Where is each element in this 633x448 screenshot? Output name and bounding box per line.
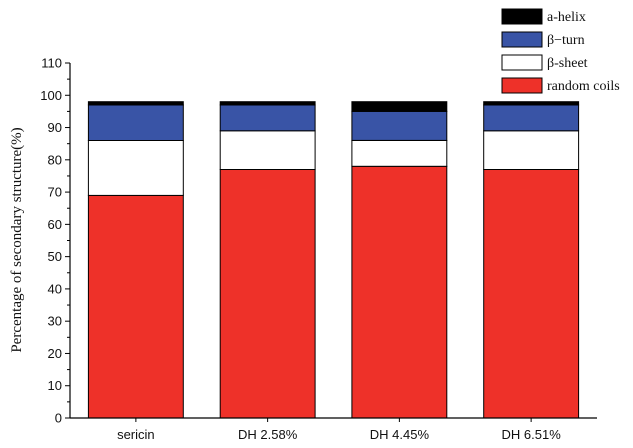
bar-random-coils-1 bbox=[87, 194, 184, 419]
legend-swatch-a-helix bbox=[501, 8, 543, 25]
y-tick-label: 90 bbox=[48, 120, 62, 135]
bar-a-helix-3 bbox=[351, 101, 448, 112]
y-tick-label: 100 bbox=[40, 88, 62, 103]
legend-swatch-random-coils bbox=[501, 77, 543, 94]
y-tick-label: 70 bbox=[48, 185, 62, 200]
bar-turn-1 bbox=[87, 104, 184, 141]
legend-label-sheet: β-sheet bbox=[547, 56, 588, 71]
y-tick-label: 20 bbox=[48, 346, 62, 361]
legend-label-random-coils: random coils bbox=[547, 79, 620, 94]
legend: a-helix β−turn β-sheet random coils bbox=[501, 8, 620, 94]
axes-layer: sericin DH 2.58% DH 4.45% DH 6.51% 0 10 20 30 40… bbox=[40, 56, 597, 442]
bar-a-helix-1 bbox=[87, 101, 184, 106]
bar-turn-2 bbox=[219, 104, 316, 132]
legend-swatch-sheet bbox=[501, 54, 543, 71]
bar-random-coils-2 bbox=[219, 169, 316, 419]
bars-layer bbox=[87, 101, 580, 419]
bar-a-helix-2 bbox=[219, 101, 316, 106]
bar-random-coils-3 bbox=[351, 165, 448, 419]
y-tick-label: 30 bbox=[48, 314, 62, 329]
bar-sheet-4 bbox=[483, 130, 580, 171]
x-tick-label: DH 6.51% bbox=[502, 427, 562, 442]
x-tick-label: DH 4.45% bbox=[370, 427, 430, 442]
x-tick-label: sericin bbox=[117, 427, 155, 442]
y-tick-label: 110 bbox=[41, 56, 62, 71]
x-tick-label: DH 2.58% bbox=[238, 427, 298, 442]
y-tick-label: 10 bbox=[48, 378, 62, 393]
bar-sheet-2 bbox=[219, 130, 316, 171]
y-tick-label: 60 bbox=[48, 217, 62, 232]
bar-sheet-1 bbox=[87, 140, 184, 196]
legend-swatch-turn bbox=[501, 31, 543, 48]
bar-turn-4 bbox=[483, 104, 580, 132]
bar-sheet-3 bbox=[351, 140, 448, 167]
y-axis-label: Percentage of secondary structure(%) bbox=[9, 127, 25, 352]
y-tick-label: 80 bbox=[48, 152, 62, 167]
y-tick-label: 50 bbox=[48, 249, 62, 264]
bar-a-helix-4 bbox=[483, 101, 580, 106]
bar-turn-3 bbox=[351, 110, 448, 141]
y-tick-label: 40 bbox=[48, 281, 62, 296]
legend-label-turn: β−turn bbox=[547, 33, 585, 48]
y-tick-label: 0 bbox=[55, 411, 62, 426]
legend-label-a-helix: a-helix bbox=[547, 10, 586, 25]
bar-random-coils-4 bbox=[483, 169, 580, 419]
